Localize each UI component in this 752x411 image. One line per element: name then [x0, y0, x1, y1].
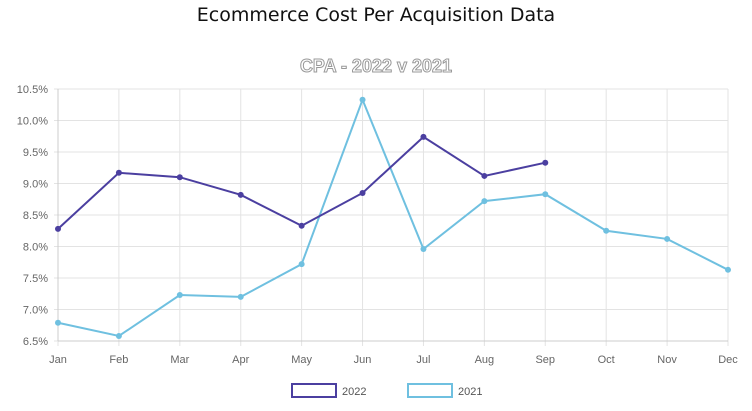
data-point-2022: [542, 159, 549, 166]
page-title: Ecommerce Cost Per Acquisition Data: [196, 4, 556, 26]
x-tick-label: Jun: [354, 354, 372, 366]
data-point-2021: [481, 198, 488, 205]
data-point-2021: [420, 246, 427, 253]
x-tick-label: Feb: [109, 354, 128, 366]
data-point-2022: [237, 191, 244, 198]
data-point-2021: [664, 235, 671, 242]
data-point-2021: [725, 266, 731, 273]
x-tick-label: Jul: [416, 354, 430, 366]
data-point-2021: [55, 319, 61, 326]
x-tick-label: Aug: [475, 354, 495, 366]
data-point-2021: [542, 191, 549, 198]
y-tick-label: 10.0%: [17, 116, 48, 128]
x-tick-label: May: [291, 354, 312, 366]
data-point-2021: [359, 96, 366, 103]
x-tick-label: Jan: [49, 354, 67, 366]
data-point-2021: [115, 332, 122, 339]
data-point-2022: [481, 172, 488, 179]
x-tick-label: Dec: [718, 354, 738, 366]
x-tick-label: Sep: [535, 354, 555, 366]
data-point-2021: [176, 292, 183, 299]
series-line-2021: [57, 96, 729, 338]
data-point-2022: [298, 222, 305, 229]
y-tick-label: 9.5%: [23, 147, 48, 159]
legend-label-2021: 2021: [458, 386, 482, 398]
x-tick-label: Oct: [598, 354, 615, 366]
data-point-2022: [176, 174, 183, 181]
y-tick-label: 6.5%: [23, 336, 48, 348]
legend-label-2022: 2022: [342, 386, 366, 398]
data-point-2021: [298, 261, 305, 268]
data-point-2022: [55, 225, 61, 232]
y-tick-label: 8.5%: [23, 210, 48, 222]
legend-swatch-2021: [407, 383, 453, 398]
data-point-2022: [359, 189, 366, 196]
x-tick-label: Apr: [232, 354, 249, 366]
y-tick-label: 9.0%: [23, 179, 48, 191]
data-point-2021: [237, 293, 244, 300]
y-tick-label: 8.0%: [23, 242, 48, 254]
y-tick-label: 10.5%: [17, 84, 48, 96]
chart-title: CPA - 2022 v 2021: [300, 56, 452, 76]
legend-swatch-2022: [291, 383, 337, 398]
y-tick-label: 7.0%: [23, 305, 48, 317]
data-point-2022: [115, 169, 122, 176]
data-point-2022: [420, 133, 427, 140]
x-tick-label: Nov: [657, 354, 677, 366]
x-tick-label: Mar: [170, 354, 189, 366]
y-tick-label: 7.5%: [23, 273, 48, 285]
data-point-2021: [603, 227, 610, 234]
